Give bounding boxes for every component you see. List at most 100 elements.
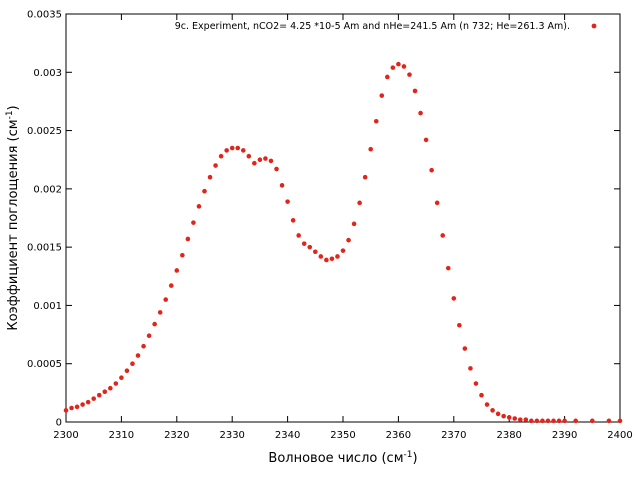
data-point [257,157,263,163]
data-point [313,249,318,255]
y-tick-label: 0.0035 [27,10,62,21]
data-point [207,174,213,180]
data-point [440,233,446,238]
data-point [113,381,119,386]
data-point [124,368,130,374]
y-tick-label: 0.001 [33,301,62,312]
data-point [229,145,235,151]
data-point [185,236,191,242]
data-point [351,221,357,227]
data-point [108,385,113,391]
data-point [517,417,523,422]
data-point [473,381,479,386]
data-point [279,183,285,188]
x-tick-label: 2300 [53,430,78,441]
data-point [451,296,457,301]
data-point [423,137,429,143]
data-point [396,61,401,67]
x-tick-label: 2340 [275,430,300,441]
data-point [401,64,407,69]
data-point [80,402,85,407]
data-point [407,72,412,77]
data-point [429,167,434,173]
data-series [63,61,623,424]
data-point [462,346,468,351]
data-point [523,417,529,422]
data-point [146,333,152,339]
data-point [457,322,462,328]
data-point [268,158,274,164]
x-tick-label: 2390 [552,430,577,441]
data-point [202,188,207,194]
data-point [468,366,473,371]
x-axis-label: Волновое число (см-1) [268,450,417,466]
y-tick-label: 0 [56,418,62,429]
data-point [307,244,313,250]
data-point [85,399,91,405]
data-point [246,153,252,159]
x-tick-label: 2400 [607,430,632,441]
data-point [434,200,440,206]
data-point [529,418,534,424]
data-point [180,253,185,258]
y-tick-label: 0.002 [33,184,62,195]
x-tick-label: 2350 [330,430,355,441]
data-point [274,166,279,172]
data-point [606,418,612,424]
data-point [135,353,141,358]
data-point [490,408,495,413]
data-point [252,160,257,166]
data-point [362,174,368,180]
data-point [340,248,346,253]
data-point [119,375,124,381]
legend-label: 9c. Experiment, nCO2= 4.25 *10-5 Am and … [175,21,570,32]
data-point [324,257,329,263]
data-point [495,411,501,417]
data-point [373,118,379,124]
data-point [141,343,146,349]
data-point [329,256,335,262]
data-point [168,283,174,288]
x-tick-label: 2310 [109,430,134,441]
data-point [74,404,80,410]
y-tick-label: 0.0025 [27,126,62,137]
data-point [573,418,578,424]
data-point [357,200,362,206]
x-tick-label: 2380 [496,430,521,441]
data-point [368,146,374,152]
data-point [196,204,202,209]
y-tick-label: 0.0015 [27,243,62,254]
data-point [224,148,229,153]
data-point [240,148,246,153]
x-tick-label: 2330 [219,430,244,441]
data-point [96,392,102,398]
x-tick-label: 2370 [441,430,466,441]
data-point [163,297,169,302]
data-point [152,321,157,327]
data-point [335,254,340,259]
data-point [91,396,96,401]
data-point [296,233,301,238]
data-point [534,418,540,424]
data-point [290,218,296,223]
y-tick-label: 0.0005 [27,359,62,370]
data-point [556,418,562,424]
data-point [418,110,423,116]
data-point [545,418,551,424]
data-point [235,145,241,151]
data-point [385,74,390,80]
data-point [390,65,396,70]
data-point [157,310,163,315]
data-point [130,361,135,367]
data-point [346,237,351,243]
data-point [501,413,506,419]
x-axis: 2300 2310 2320 2330 2340 2350 2360 2370 2380 2390… [53,14,633,441]
data-point [617,418,623,424]
y-tick-label: 0.003 [33,68,62,79]
y-axis-label: Коэффициент поглощения (см-1) [5,105,21,330]
data-point [379,93,385,98]
data-point [551,418,556,424]
data-point [540,418,545,424]
data-point [174,268,180,273]
data-point [512,416,518,421]
